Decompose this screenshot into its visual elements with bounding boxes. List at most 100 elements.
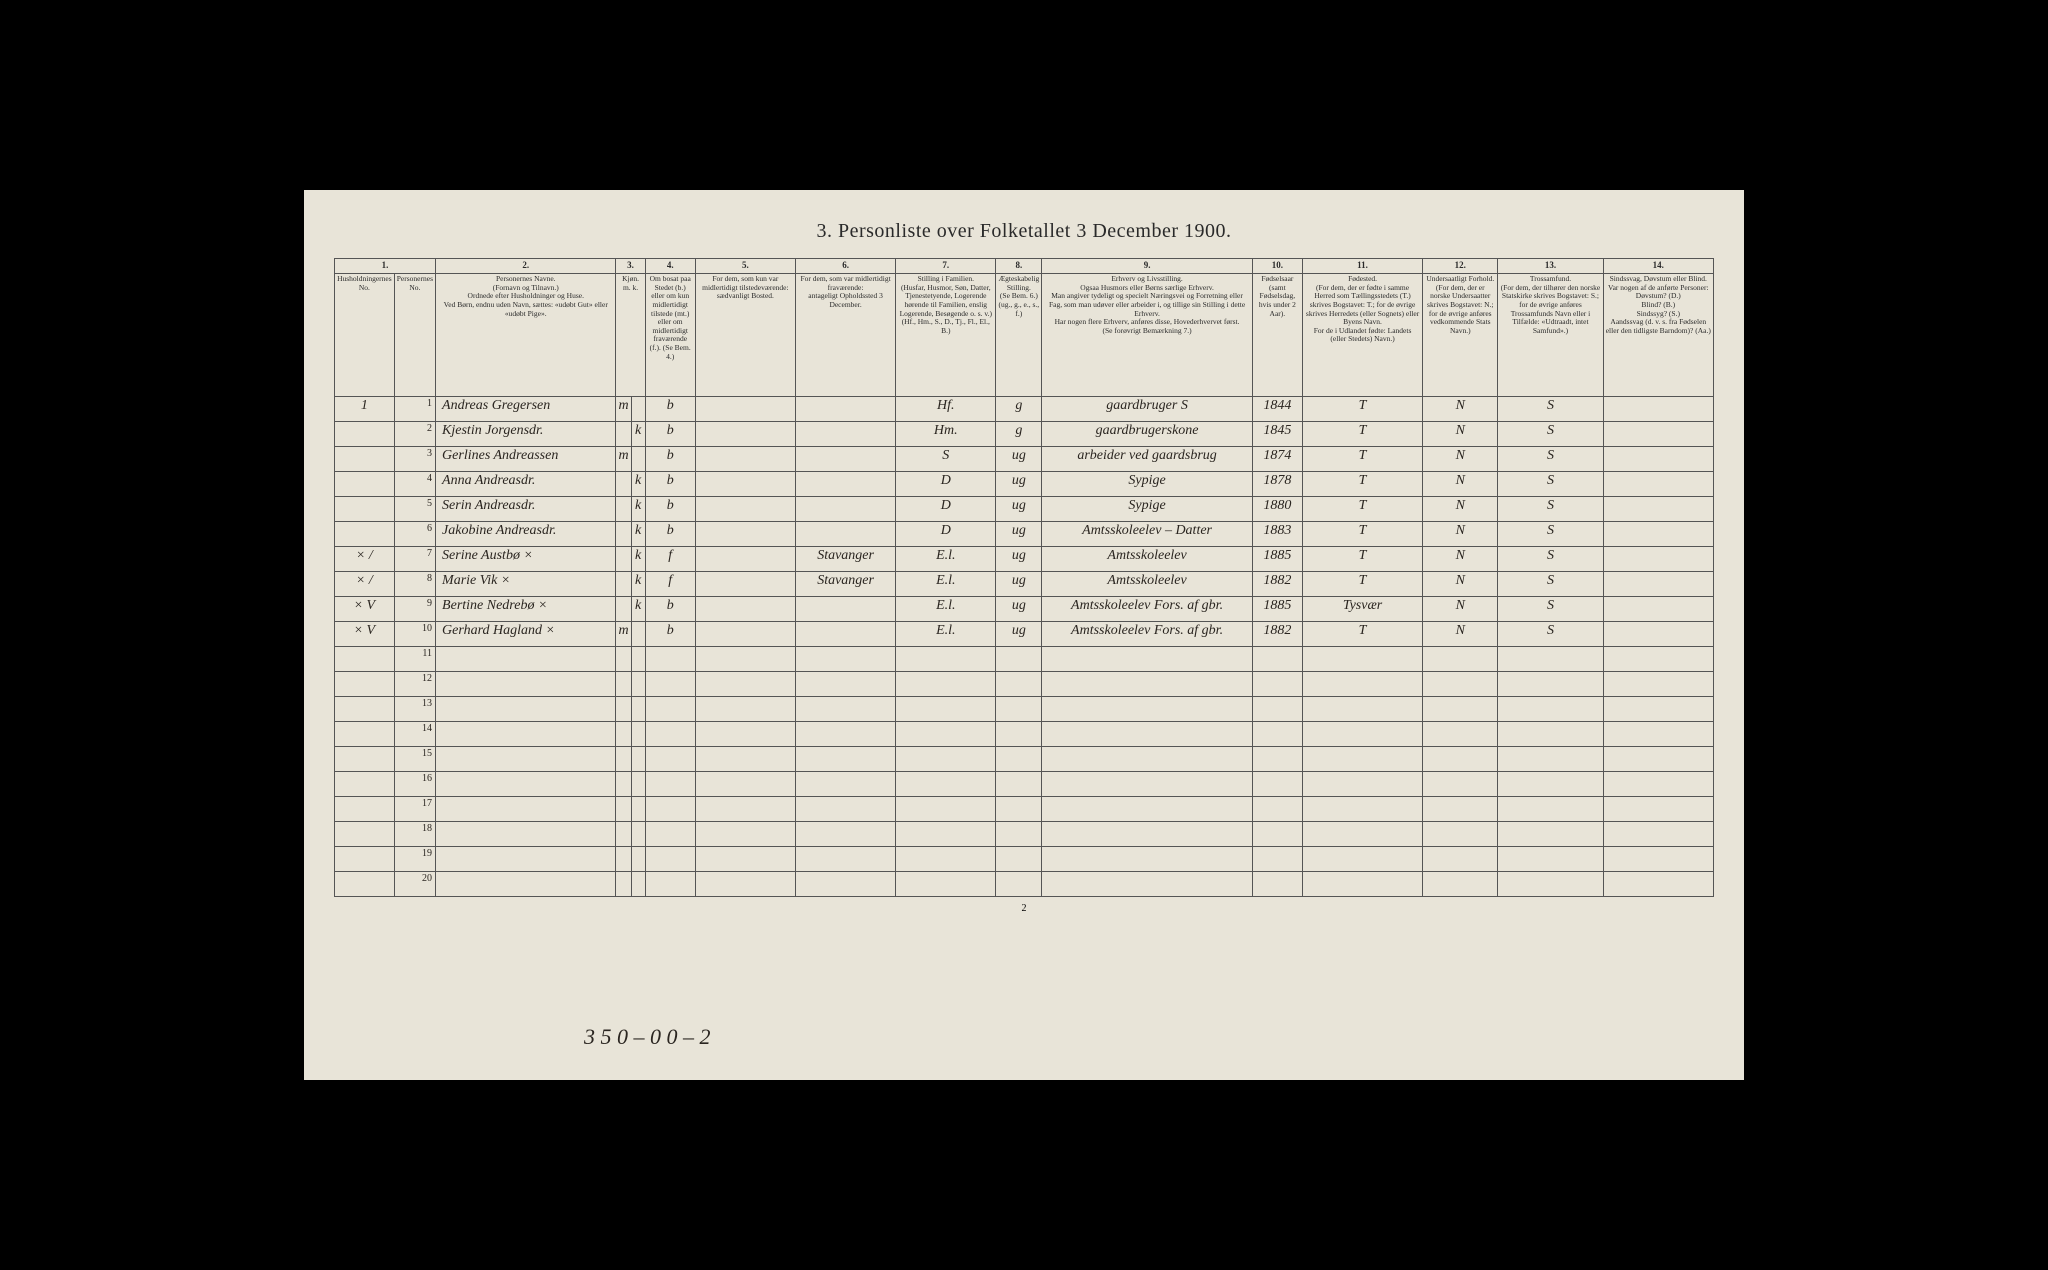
cell: Gerlines Andreassen [436,447,616,472]
cell [1042,772,1252,797]
cell [896,697,996,722]
cell [1603,747,1713,772]
cell: g [996,422,1042,447]
cell [1423,722,1498,747]
cell: T [1302,572,1422,597]
cell: Hf. [896,397,996,422]
cell [996,797,1042,822]
cell [631,447,645,472]
cell [631,822,645,847]
column-number: 9. [1042,259,1252,274]
table-row: 13 [335,697,1714,722]
cell [1423,822,1498,847]
cell: S [1498,447,1603,472]
cell: k [631,572,645,597]
cell: S [1498,572,1603,597]
column-number: 7. [896,259,996,274]
cell: k [631,422,645,447]
cell [436,747,616,772]
column-number: 10. [1252,259,1302,274]
cell [645,722,695,747]
column-header: Fødested. (For dem, der er fødte i samme… [1302,274,1422,397]
cell [695,797,795,822]
cell [436,722,616,747]
cell [631,797,645,822]
cell [695,822,795,847]
cell: T [1302,547,1422,572]
cell: Amtsskoleelev Fors. af gbr. [1042,622,1252,647]
cell: Jakobine Andreasdr. [436,522,616,547]
cell: 11 [394,647,435,672]
cell [896,772,996,797]
column-header: For dem, som kun var midlertidigt tilste… [695,274,795,397]
cell [335,747,395,772]
cell [645,647,695,672]
cell [795,397,895,422]
cell [1042,847,1252,872]
column-number: 11. [1302,259,1422,274]
cell [616,672,631,697]
cell [1423,797,1498,822]
table-row: 16 [335,772,1714,797]
cell: E.l. [896,547,996,572]
cell [996,847,1042,872]
cell [335,647,395,672]
cell [1498,647,1603,672]
cell [631,672,645,697]
cell [795,822,895,847]
cell [795,647,895,672]
cell: k [631,597,645,622]
column-header: Om bosat paa Stedet (b.) eller om kun mi… [645,274,695,397]
cell [1042,797,1252,822]
cell [1042,672,1252,697]
table-row: 15 [335,747,1714,772]
cell [645,847,695,872]
cell [1423,747,1498,772]
cell: 12 [394,672,435,697]
census-table: 1.2.3.4.5.6.7.8.9.10.11.12.13.14. Hushol… [334,258,1714,897]
cell [436,847,616,872]
cell: S [1498,547,1603,572]
table-row: 11Andreas GregersenmbHf.ggaardbruger S18… [335,397,1714,422]
cell: S [1498,397,1603,422]
cell [795,422,895,447]
cell: S [1498,472,1603,497]
cell: Gerhard Hagland × [436,622,616,647]
cell: N [1423,622,1498,647]
table-row: 3Gerlines AndreassenmbSugarbeider ved ga… [335,447,1714,472]
cell [335,447,395,472]
cell [631,772,645,797]
cell: S [1498,622,1603,647]
table-row: 4Anna Andreasdr.kbDugSypige1878TNS [335,472,1714,497]
cell: ug [996,447,1042,472]
cell [695,472,795,497]
cell: b [645,522,695,547]
table-row: 20 [335,872,1714,897]
cell: 1844 [1252,397,1302,422]
cell [996,822,1042,847]
column-header: Trossamfund. (For dem, der tilhører den … [1498,274,1603,397]
column-header: Husholdningernes No. [335,274,395,397]
cell: b [645,472,695,497]
cell [1042,697,1252,722]
cell [1603,672,1713,697]
cell: k [631,547,645,572]
cell: S [1498,497,1603,522]
cell: 9 [394,597,435,622]
cell [695,397,795,422]
cell [1252,822,1302,847]
cell: T [1302,497,1422,522]
cell [896,822,996,847]
cell: × V [335,622,395,647]
cell [1603,522,1713,547]
cell: arbeider ved gaardsbrug [1042,447,1252,472]
cell: Tysvær [1302,597,1422,622]
cell: gaardbruger S [1042,397,1252,422]
column-header: For dem, som var midlertidigt fraværende… [795,274,895,397]
cell: gaardbrugerskone [1042,422,1252,447]
cell [996,747,1042,772]
column-header: Stilling i Familien. (Husfar, Husmor, Sø… [896,274,996,397]
cell: N [1423,547,1498,572]
cell: 1 [335,397,395,422]
cell: Serin Andreasdr. [436,497,616,522]
